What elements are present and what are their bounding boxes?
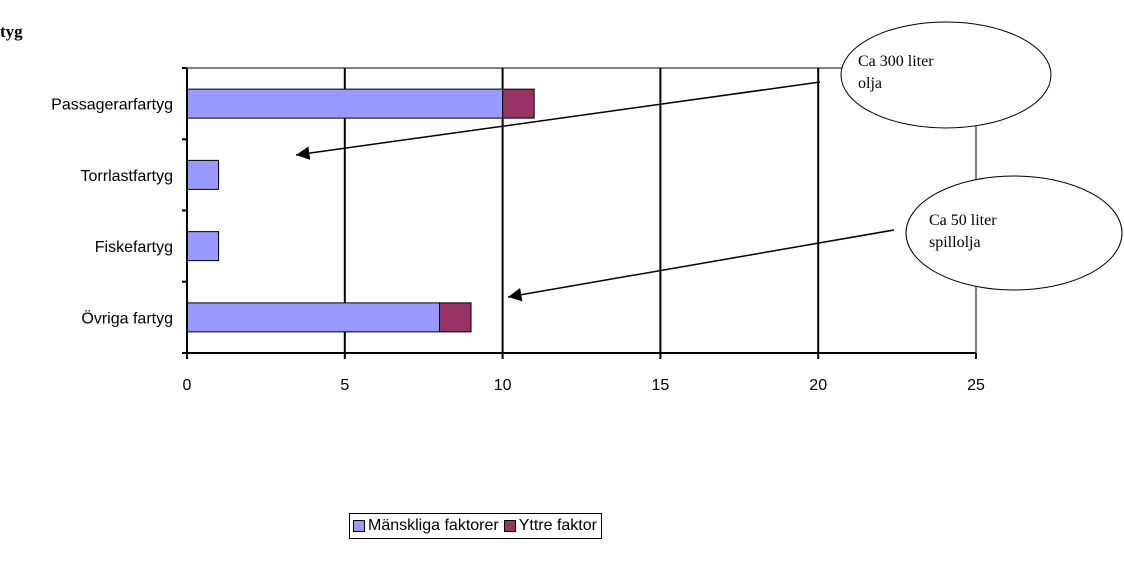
axis-labels: Passagerarfartyg Torrlastfartyg Fiskefarty… [51, 97, 985, 394]
legend-item-human-factors: Mänskliga faktorer [353, 517, 499, 535]
x-tick-label-10: 10 [494, 377, 512, 394]
chart-legend: Mänskliga faktorer Yttre faktor [349, 513, 602, 539]
callout-text-1-line-2: olja [858, 75, 882, 92]
callout-1: Ca 300 liter olja [295, 21, 1052, 160]
legend-swatch-external-factor [503, 520, 516, 532]
callout-text-2-line-1: Ca 50 liter [929, 212, 997, 229]
axes [182, 67, 977, 359]
bar-passagerarfartyg-manskliga-faktorer [186, 88, 504, 119]
callout-ellipse-2 [905, 175, 1123, 291]
callout-ellipse-1 [840, 21, 1052, 129]
x-tick-label-5: 5 [340, 377, 349, 394]
x-tick-label-25: 25 [967, 377, 985, 394]
callout-text-1-line-1: Ca 300 liter [858, 53, 934, 70]
bar-fiskefartyg-manskliga-faktorer [186, 231, 220, 262]
page-heading-fragment: tyg [0, 22, 23, 41]
callout-arrow-2 [507, 229, 895, 302]
bars [186, 88, 535, 333]
legend-label-external-factor: Yttre faktor [518, 517, 597, 534]
bar-ovriga-fartyg-yttre-faktor [438, 302, 472, 333]
x-tick-label-0: 0 [183, 377, 192, 394]
bar-passagerarfartyg-yttre-faktor [502, 88, 535, 119]
bar-torrlastfartyg-manskliga-faktorer [186, 159, 220, 190]
legend-item-external-factor: Yttre faktor [503, 517, 597, 535]
category-label-fiskefartyg: Fiskefartyg [95, 239, 173, 256]
callouts: Ca 300 liter olja Ca 50 liter spillolja [295, 21, 1123, 302]
bar-ovriga-fartyg-manskliga-faktorer [186, 302, 440, 333]
x-tick-label-20: 20 [809, 377, 827, 394]
legend-swatch-human-factors [353, 520, 365, 532]
category-label-passagerarfartyg: Passagerarfartyg [51, 97, 173, 114]
x-tick-label-15: 15 [652, 377, 670, 394]
stacked-bar-chart: Passagerarfartyg Torrlastfartyg Fiskefarty… [51, 21, 1123, 394]
category-label-torrlastfartyg: Torrlastfartyg [81, 168, 173, 185]
category-label-ovriga-fartyg: Övriga fartyg [81, 309, 173, 327]
callout-2: Ca 50 liter spillolja [507, 175, 1123, 302]
callout-arrow-1 [295, 81, 821, 160]
callout-text-2-line-2: spillolja [929, 234, 981, 251]
legend-label-human-factors: Mänskliga faktorer [368, 517, 499, 534]
